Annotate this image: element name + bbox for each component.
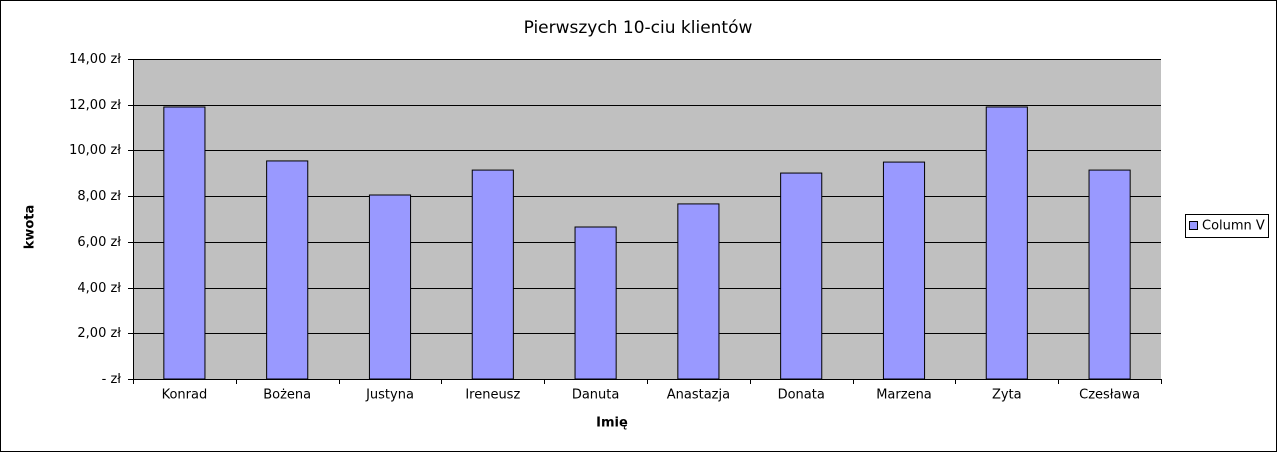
bar (266, 160, 309, 380)
bar (677, 203, 720, 380)
bar (574, 226, 617, 380)
chart-title: Pierwszych 10-ciu klientów (524, 18, 753, 38)
y-tick-label: 4,00 zł (77, 281, 121, 296)
y-axis-label: kwota (23, 205, 38, 250)
x-tick-label: Donata (778, 388, 825, 403)
legend-swatch (1189, 221, 1198, 230)
bar (368, 194, 412, 380)
bar (1088, 169, 1131, 380)
y-tick-label: 12,00 zł (69, 98, 121, 113)
x-tick-label: Czesława (1079, 388, 1140, 403)
y-tick-label: 10,00 zł (69, 143, 121, 158)
x-tick-label: Anastazja (667, 388, 730, 403)
bar (882, 161, 926, 380)
x-tick-label: Marzena (876, 388, 932, 403)
legend-box (1185, 214, 1269, 238)
x-axis-label: Imię (596, 416, 628, 431)
x-tick-label: Konrad (162, 388, 208, 403)
y-tick-label: 2,00 zł (77, 326, 121, 341)
bar (985, 106, 1028, 380)
y-tick-label: - zł (102, 372, 122, 387)
y-tick-label: 8,00 zł (77, 189, 121, 204)
legend-label: Column V (1202, 219, 1265, 234)
bar (471, 169, 514, 380)
x-tick-label: Justyna (365, 388, 414, 403)
x-tick-label: Zyta (992, 388, 1022, 403)
bar (780, 172, 823, 380)
x-tick-label: Ireneusz (465, 388, 520, 403)
y-tick-label: 14,00 zł (69, 52, 121, 67)
x-tick-label: Bożena (263, 388, 311, 403)
bar (163, 106, 206, 380)
x-tick-label: Danuta (572, 388, 620, 403)
y-tick-label: 6,00 zł (77, 235, 121, 250)
